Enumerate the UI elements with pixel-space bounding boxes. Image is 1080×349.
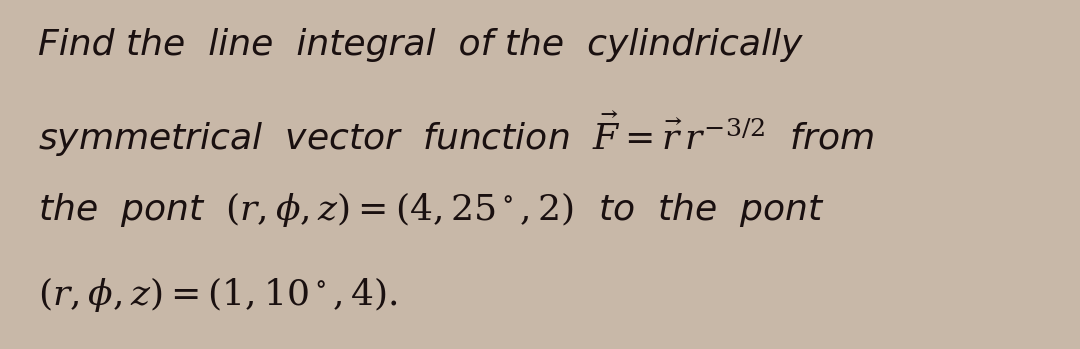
Text: the  pont  $(r,\phi,z)=(4,25^\circ,2)$  to  the  pont: the pont $(r,\phi,z)=(4,25^\circ,2)$ to … [38, 190, 824, 229]
Text: Find the  line  integral  of the  cylindrically: Find the line integral of the cylindrica… [38, 28, 802, 62]
Text: symmetrical  vector  function  $\vec{F}=\vec{r}\,r^{-3/2}$  from: symmetrical vector function $\vec{F}=\ve… [38, 110, 874, 159]
Text: $(r,\phi,z)=(1,10^\circ,4).$: $(r,\phi,z)=(1,10^\circ,4).$ [38, 275, 397, 314]
